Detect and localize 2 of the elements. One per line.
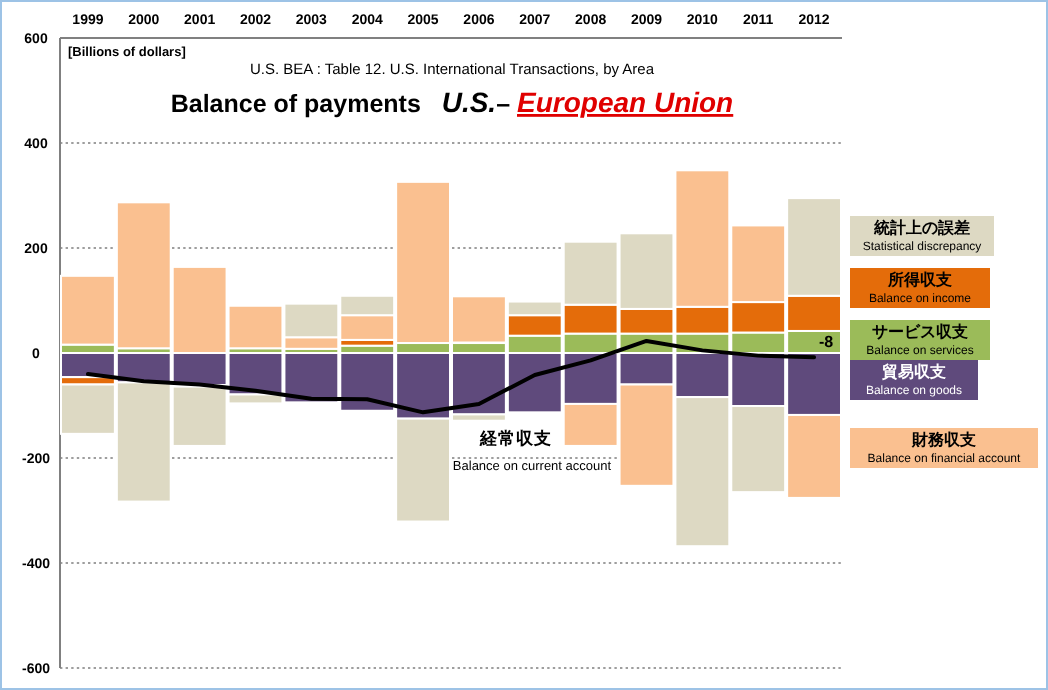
text: Balance of payments U.S.– European Union <box>170 86 734 118</box>
data-label: -8 <box>818 333 835 352</box>
